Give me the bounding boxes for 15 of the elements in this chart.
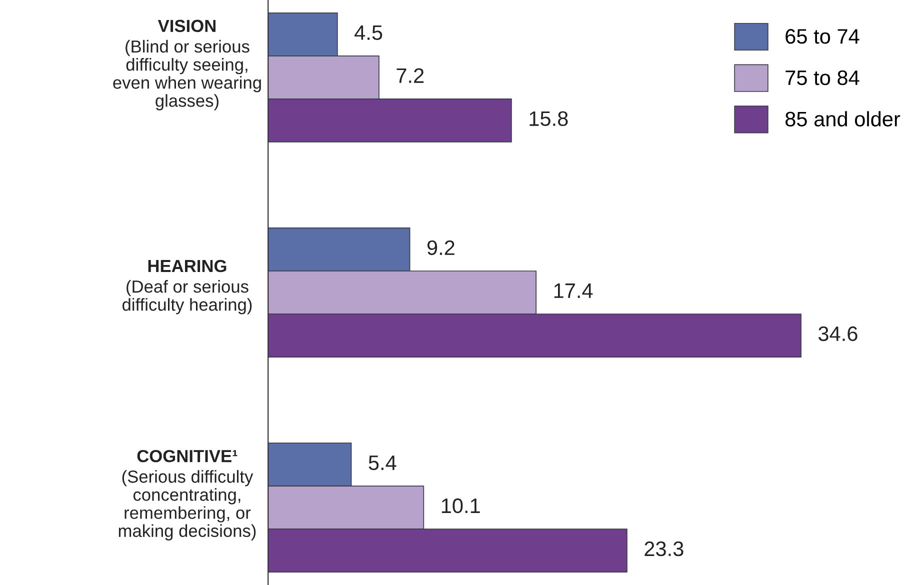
data-label: 10.1 <box>442 498 480 514</box>
legend-label: 65 to 74 <box>786 29 860 44</box>
y-tick-label: HEARING (Deaf or serious difficulty hearing) <box>122 260 252 314</box>
data-label: 15.8 <box>530 111 568 126</box>
data-label: 7.2 <box>396 68 424 83</box>
data-label: 4.5 <box>354 25 382 40</box>
y-tick-label: VISION (Blind or serious difficulty seeing, even when wearing glasses) <box>113 20 261 110</box>
data-label: 17.4 <box>554 284 593 298</box>
data-label: 23.3 <box>644 541 684 556</box>
legend-label: 85 and older <box>786 111 900 126</box>
data-label: 5.4 <box>368 456 396 470</box>
data-label: 34.6 <box>818 326 858 342</box>
legend-label: 75 to 84 <box>786 70 860 86</box>
y-tick-label: COGNITIVE¹ (Serious difficulty concentrating, remembering, or making decisions) <box>118 450 256 540</box>
data-label: 9.2 <box>427 240 454 256</box>
